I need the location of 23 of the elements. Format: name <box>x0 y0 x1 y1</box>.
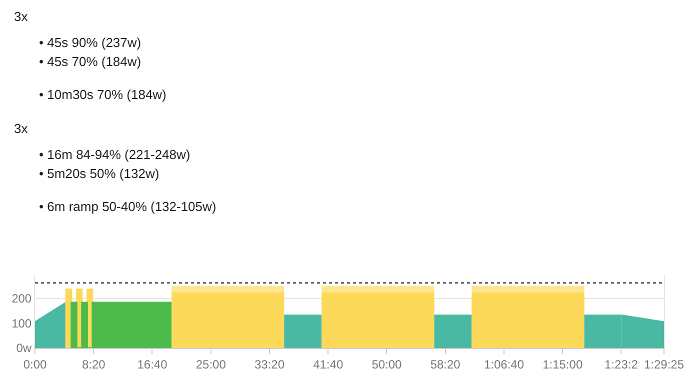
x-tick-label: 33:20 <box>254 357 285 372</box>
y-tick-label: 200 <box>12 292 32 306</box>
x-tick-label: 58:20 <box>430 357 461 372</box>
x-tick-label: 1:23:2 <box>604 357 638 372</box>
x-tick-label: 50:00 <box>372 357 402 372</box>
text: • 6m ramp 50-40% (132-105w) <box>39 199 216 214</box>
text: • 45s 90% (237w) <box>39 35 142 50</box>
x-tick-label: 0:00 <box>23 357 47 372</box>
text: • 10m30s 70% (184w) <box>39 87 166 102</box>
x-tick-label: 25:00 <box>196 357 226 372</box>
x-tick-label: 8:20 <box>82 357 106 372</box>
x-tick-label: 1:29:25 <box>644 357 684 372</box>
text: 3x <box>14 121 28 136</box>
text: • 5m20s 50% (132w) <box>39 166 160 181</box>
x-tick-label: 41:40 <box>313 357 344 372</box>
x-tick-label: 16:40 <box>137 357 168 372</box>
text: • 45s 70% (184w) <box>39 54 142 69</box>
y-tick-label: 100 <box>12 316 32 330</box>
text: 3x <box>14 9 28 24</box>
text: • 16m 84-94% (221-248w) <box>39 147 190 162</box>
y-tick-label: 0w <box>16 341 32 356</box>
x-tick-label: 1:15:00 <box>542 357 583 372</box>
x-tick-label: 1:06:40 <box>484 357 524 372</box>
